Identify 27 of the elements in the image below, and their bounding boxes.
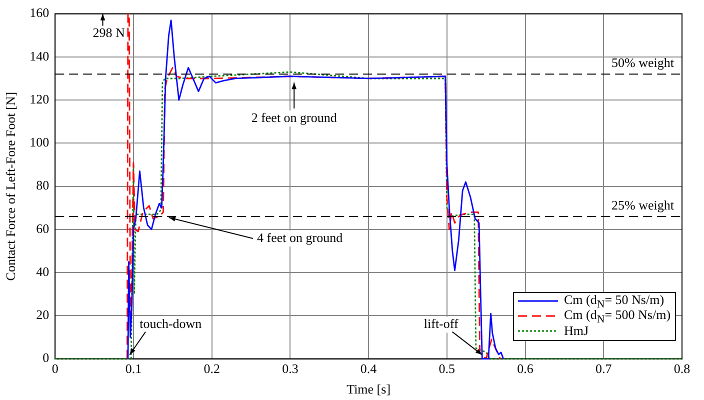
y-tick-label: 140 — [30, 48, 50, 64]
x-axis-title: Time [s] — [346, 382, 391, 397]
y-tick-label: 160 — [30, 5, 50, 20]
ref-line-label: 25% weight — [612, 197, 674, 212]
ref-line-label: 50% weight — [612, 55, 674, 70]
y-tick-label: 20 — [36, 307, 50, 322]
y-tick-label: 60 — [36, 220, 50, 236]
x-tick-label: 0.8 — [674, 361, 690, 376]
x-tick-label: 0.1 — [125, 361, 142, 376]
y-tick-label: 100 — [30, 134, 50, 150]
annotation: 2 feet on ground — [251, 110, 338, 125]
annotation: 298 N — [92, 25, 126, 40]
y-tick-label: 120 — [30, 91, 50, 106]
x-tick-label: 0.6 — [517, 361, 534, 376]
y-axis-title: Contact Force of Left-Fore Foot [N] — [3, 92, 18, 281]
annotation: lift-off — [424, 316, 459, 332]
annotation: touch-down — [140, 316, 202, 332]
x-tick-label: 0.3 — [282, 361, 298, 376]
annotation: 4 feet on ground — [257, 230, 344, 245]
x-tick-label: 0.5 — [438, 361, 456, 376]
y-tick-label: 0 — [42, 350, 50, 366]
y-tick-label: 80 — [36, 178, 50, 193]
x-tick-label: 0.7 — [596, 361, 612, 376]
legend-label: HmJ — [564, 323, 589, 340]
x-tick-label: 0.2 — [204, 361, 220, 376]
x-tick-label: 0.4 — [360, 361, 378, 376]
y-tick-label: 40 — [36, 264, 50, 279]
